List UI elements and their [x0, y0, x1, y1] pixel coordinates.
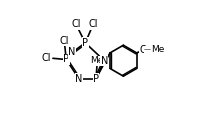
Text: P: P — [63, 55, 69, 64]
Text: P: P — [82, 38, 88, 48]
Text: N: N — [101, 56, 108, 66]
Text: O: O — [140, 45, 147, 55]
Text: Me: Me — [91, 56, 104, 65]
Text: Cl: Cl — [41, 53, 51, 63]
Text: Me: Me — [151, 45, 165, 54]
Text: Cl: Cl — [59, 36, 69, 46]
Text: Cl: Cl — [88, 19, 98, 29]
Text: P: P — [93, 74, 99, 84]
Text: Cl: Cl — [71, 19, 81, 29]
Text: —: — — [144, 47, 151, 53]
Text: N: N — [75, 74, 83, 84]
Text: N: N — [69, 47, 76, 57]
